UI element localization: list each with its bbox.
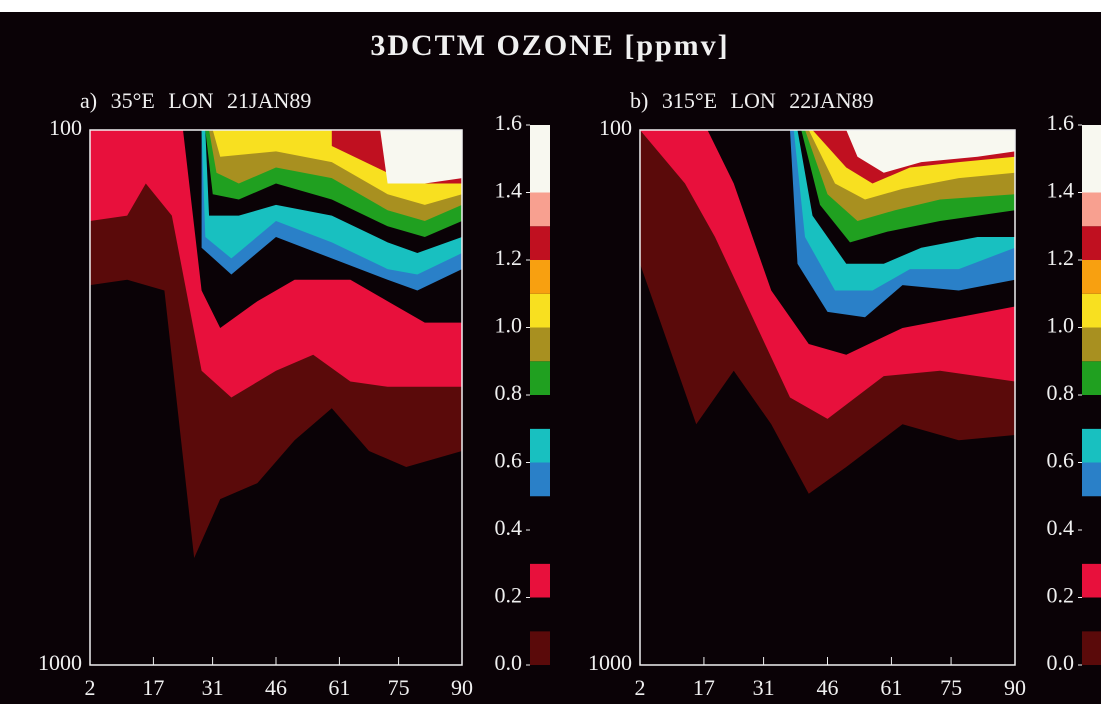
colorbar-band [530, 597, 550, 632]
colorbar-tick-label: 1.6 [495, 110, 523, 135]
x-tick-label: 61 [328, 675, 350, 700]
colorbar-band [530, 462, 550, 497]
colorbar-band [1082, 428, 1101, 463]
x-tick-label: 46 [817, 675, 839, 700]
colorbar-tick-label: 0.8 [495, 380, 523, 405]
colorbar-tick-label: 0.0 [495, 650, 523, 675]
colorbar-band [1082, 496, 1101, 530]
colorbar-band [1082, 192, 1101, 227]
colorbar-band [1082, 260, 1101, 294]
x-tick-label: 61 [880, 675, 902, 700]
colorbar-tick-label: 1.4 [1047, 178, 1075, 203]
y-tick-label: 100 [599, 115, 632, 140]
colorbar-tick-label: 0.2 [1047, 583, 1075, 608]
colorbar-tick-label: 0.4 [495, 515, 523, 540]
colorbar-band [530, 395, 550, 429]
x-tick-label: 2 [635, 675, 646, 700]
colorbar-tick-label: 0.2 [495, 583, 523, 608]
colorbar-tick-label: 1.0 [495, 313, 523, 338]
colorbar-band [1082, 125, 1101, 193]
colorbar-tick-label: 0.6 [1047, 448, 1075, 473]
colorbar-band [530, 563, 550, 598]
colorbar-band [1082, 462, 1101, 497]
colorbar-band [530, 631, 550, 665]
x-tick-label: 2 [85, 675, 96, 700]
x-tick-label: 75 [940, 675, 962, 700]
chart-title: 3DCTM OZONE [ppmv] [370, 29, 729, 62]
y-tick-label: 100 [49, 115, 82, 140]
colorbar-band [530, 361, 550, 395]
x-tick-label: 17 [693, 675, 715, 700]
colorbar-tick-label: 1.4 [495, 178, 523, 203]
colorbar-band [1082, 597, 1101, 632]
colorbar-band [530, 327, 550, 362]
colorbar-tick-label: 0.4 [1047, 515, 1075, 540]
colorbar-band [530, 428, 550, 463]
colorbar-band [530, 530, 550, 564]
panel-subtitle: b) 315°E LON 22JAN89 [630, 88, 874, 113]
x-tick-label: 31 [202, 675, 224, 700]
colorbar-band [530, 496, 550, 530]
colorbar-band [1082, 395, 1101, 429]
contour-region [846, 130, 1015, 173]
colorbar-tick-label: 1.2 [1047, 245, 1075, 270]
colorbar-tick-label: 0.0 [1047, 650, 1075, 675]
contour-region [380, 130, 462, 184]
top-border [0, 0, 1101, 12]
colorbar-band [1082, 631, 1101, 665]
y-tick-label: 1000 [588, 650, 632, 675]
x-tick-label: 31 [753, 675, 775, 700]
x-tick-label: 90 [451, 675, 473, 700]
colorbar-band [1082, 226, 1101, 260]
colorbar-band [1082, 563, 1101, 598]
panel-subtitle: a) 35°E LON 21JAN89 [80, 88, 311, 113]
colorbar-band [530, 192, 550, 227]
colorbar-band [530, 226, 550, 260]
x-tick-label: 17 [142, 675, 164, 700]
colorbar-tick-label: 1.0 [1047, 313, 1075, 338]
colorbar-band [530, 293, 550, 328]
colorbar-tick-label: 0.6 [495, 448, 523, 473]
colorbar-band [530, 260, 550, 294]
colorbar-tick-label: 0.8 [1047, 380, 1075, 405]
x-tick-label: 90 [1004, 675, 1026, 700]
colorbar-tick-label: 1.2 [495, 245, 523, 270]
colorbar-band [1082, 530, 1101, 564]
y-tick-label: 1000 [38, 650, 82, 675]
colorbar-band [530, 125, 550, 193]
colorbar-band [1082, 327, 1101, 362]
colorbar-band [1082, 293, 1101, 328]
colorbar-tick-label: 1.6 [1047, 110, 1075, 135]
x-tick-label: 46 [265, 675, 287, 700]
colorbar-band [1082, 361, 1101, 395]
x-tick-label: 75 [388, 675, 410, 700]
